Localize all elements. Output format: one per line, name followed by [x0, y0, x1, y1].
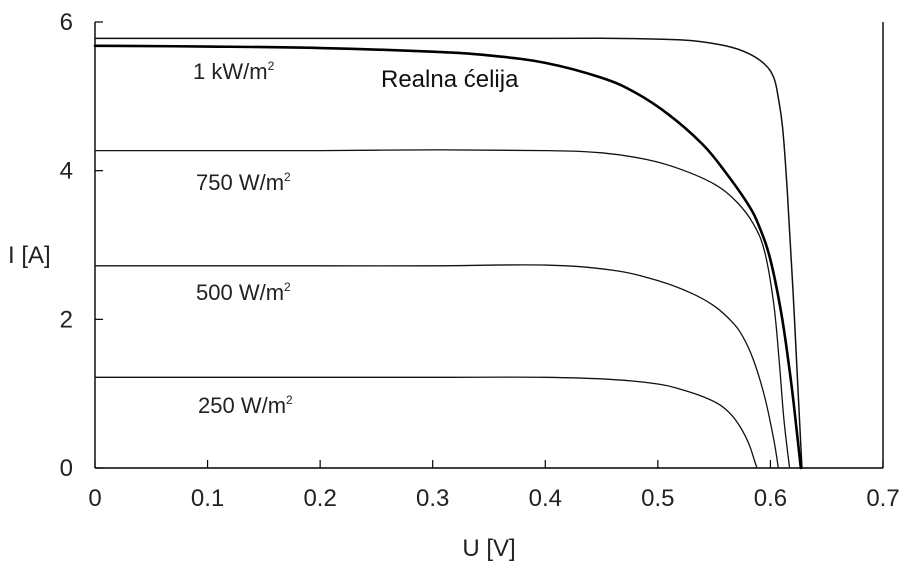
x-tick-label: 0.5 [641, 485, 674, 512]
y-tick-label: 6 [60, 9, 73, 36]
x-axis-label: U [V] [462, 535, 515, 562]
series-label-realna-elija: Realna ćelija [381, 66, 519, 93]
series-label-250-w-m: 250 W/m2 [198, 393, 293, 418]
curves-layer [93, 37, 803, 470]
series-line-750-w-m [94, 149, 791, 469]
y-tick-label: 2 [60, 306, 73, 333]
series-label-750-w-m: 750 W/m2 [196, 170, 291, 195]
curve-labels-layer: 1 kW/m2 750 W/m2 500 W/m2 250 W/m2 Realna će… [193, 59, 519, 418]
x-tick-label: 0.3 [416, 485, 449, 512]
series-label-1-kw-m: 1 kW/m2 [193, 59, 275, 84]
series-line-realna-elija [93, 44, 803, 470]
x-tick-label: 0.6 [754, 485, 787, 512]
series-line-500-w-m [94, 264, 779, 469]
x-tick-label: 0.2 [303, 485, 336, 512]
x-tick-label: 0 [88, 485, 101, 512]
series-label-500-w-m: 500 W/m2 [196, 280, 291, 305]
y-tick-label: 4 [60, 158, 73, 185]
x-tick-label: 0.4 [529, 485, 562, 512]
x-tick-label: 0.1 [191, 485, 224, 512]
x-tick-label: 0.7 [866, 485, 899, 512]
y-axis-label: I [A] [8, 242, 51, 269]
series-line-1-kw-m [94, 37, 803, 469]
series-line-250-w-m [94, 376, 758, 469]
y-tick-label: 0 [60, 455, 73, 482]
axes-layer: 0 0.1 0.2 0.3 0.4 0.5 0.6 0.7 0 2 4 6 [60, 9, 900, 512]
